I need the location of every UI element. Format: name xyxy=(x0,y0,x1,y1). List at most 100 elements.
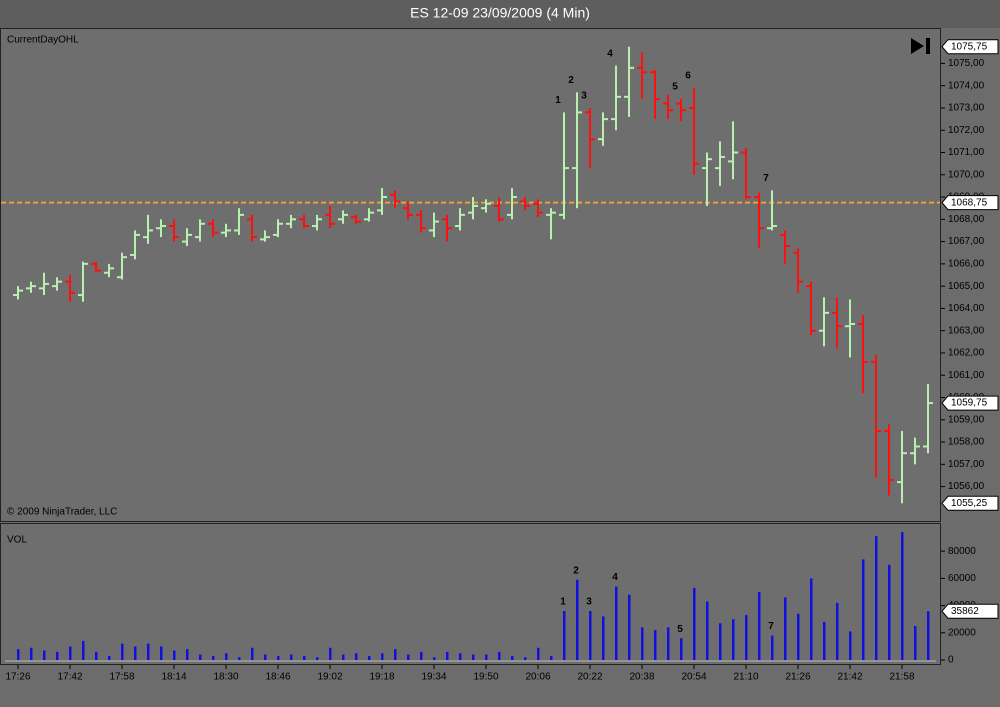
bar-label: 2 xyxy=(573,565,579,576)
volume-bar xyxy=(212,655,215,660)
copyright: © 2009 NinjaTrader, LLC xyxy=(7,507,117,518)
x-tick-label: 19:50 xyxy=(473,672,498,683)
y-tick-label: 1063,00 xyxy=(948,325,985,336)
volume-bar xyxy=(199,654,202,660)
volume-bar xyxy=(810,578,813,660)
x-tick-label: 19:18 xyxy=(369,672,394,683)
volume-bar xyxy=(355,653,358,660)
axis-marker-label: 35862 xyxy=(951,606,979,617)
bar-label: 3 xyxy=(586,597,592,608)
volume-bar xyxy=(498,651,501,660)
scroll-end-icon[interactable] xyxy=(911,38,930,54)
volume-bar xyxy=(394,649,397,660)
volume-bar xyxy=(121,643,124,660)
axis-marker-label: 1059,75 xyxy=(951,398,988,409)
y-tick-label: 20000 xyxy=(948,627,976,638)
axis-marker xyxy=(941,603,999,619)
bar-label: 2 xyxy=(568,75,574,86)
volume-bar xyxy=(173,650,176,660)
volume-bar xyxy=(602,616,605,660)
volume-panel xyxy=(0,523,941,665)
y-tick-label: 1059,00 xyxy=(948,414,985,425)
panel-label: CurrentDayOHL xyxy=(7,35,79,46)
x-tick-label: 20:54 xyxy=(681,672,706,683)
volume-bar xyxy=(576,579,579,660)
volume-bar xyxy=(160,646,163,660)
bar-label: 5 xyxy=(672,82,678,93)
volume-bar xyxy=(784,597,787,660)
volume-bar xyxy=(95,651,98,660)
y-tick-label: 1074,00 xyxy=(948,80,985,91)
y-tick-label: 1068,00 xyxy=(948,214,985,225)
axis-marker xyxy=(941,39,999,55)
x-tick-label: 21:26 xyxy=(785,672,810,683)
volume-bar xyxy=(433,657,436,660)
axis-marker-label: 1055,25 xyxy=(951,498,988,509)
volume-bar xyxy=(862,559,865,660)
volume-bar xyxy=(303,655,306,660)
panel-label: VOL xyxy=(7,535,27,546)
volume-bar xyxy=(719,623,722,660)
volume-bar xyxy=(849,631,852,660)
volume-bar xyxy=(771,635,774,660)
volume-bar xyxy=(550,655,553,660)
volume-bar xyxy=(43,650,46,660)
volume-bar xyxy=(30,647,33,660)
axis-marker xyxy=(941,195,999,211)
x-tick-label: 19:02 xyxy=(317,672,342,683)
volume-bar xyxy=(381,653,384,660)
bar-label: 5 xyxy=(677,624,683,635)
y-tick-label: 1057,00 xyxy=(948,459,985,470)
x-tick-label: 18:30 xyxy=(213,672,238,683)
bar-label: 7 xyxy=(768,621,774,632)
volume-bar xyxy=(693,587,696,660)
volume-bar xyxy=(342,654,345,660)
bar-label: 3 xyxy=(581,91,587,102)
bar-label: 1 xyxy=(555,95,561,106)
volume-bar xyxy=(329,647,332,660)
y-tick-label: 1067,00 xyxy=(948,236,985,247)
x-tick-label: 21:58 xyxy=(889,672,914,683)
volume-bar xyxy=(472,654,475,660)
x-tick-label: 18:46 xyxy=(265,672,290,683)
volume-bar xyxy=(615,586,618,660)
volume-bar xyxy=(537,647,540,660)
y-tick-label: 1066,00 xyxy=(948,259,985,270)
bar-label: 7 xyxy=(763,173,769,184)
x-tick-label: 20:38 xyxy=(629,672,654,683)
volume-bar xyxy=(316,657,319,660)
y-tick-label: 1071,00 xyxy=(948,147,985,158)
title-bar xyxy=(0,0,1000,28)
volume-bar xyxy=(368,655,371,660)
volume-bar xyxy=(277,655,280,660)
x-tick-label: 17:42 xyxy=(57,672,82,683)
volume-bar xyxy=(17,649,20,660)
volume-bar xyxy=(654,630,657,660)
bar-label: 1 xyxy=(560,597,566,608)
x-tick-label: 17:26 xyxy=(5,672,30,683)
x-tick-label: 17:58 xyxy=(109,672,134,683)
volume-bar xyxy=(108,655,111,660)
volume-bar xyxy=(888,564,891,660)
y-tick-label: 1073,00 xyxy=(948,103,985,114)
volume-bar xyxy=(511,655,514,660)
y-tick-label: 1065,00 xyxy=(948,281,985,292)
volume-bar xyxy=(82,640,85,660)
volume-bar xyxy=(732,619,735,660)
volume-bar xyxy=(667,627,670,660)
volume-bar xyxy=(134,646,137,660)
volume-bar xyxy=(56,651,59,660)
volume-bar xyxy=(745,615,748,660)
volume-bar xyxy=(589,611,592,660)
volume-bar xyxy=(680,638,683,660)
bar-label: 4 xyxy=(612,572,618,583)
axis-marker xyxy=(941,395,999,411)
y-tick-label: 0 xyxy=(948,655,954,666)
volume-bar xyxy=(628,594,631,660)
volume-bar xyxy=(407,654,410,660)
y-tick-label: 1056,00 xyxy=(948,481,985,492)
volume-bar xyxy=(69,646,72,660)
volume-bar xyxy=(875,536,878,660)
volume-bar xyxy=(914,625,917,660)
